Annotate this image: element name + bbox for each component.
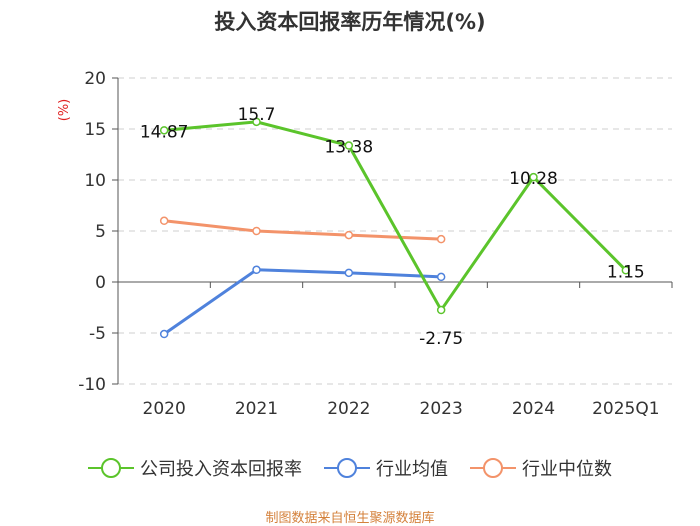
x-tick-label: 2022	[327, 399, 370, 419]
legend-item-1[interactable]: 行业均值	[324, 455, 448, 481]
series-line-1	[163, 268, 442, 336]
series-1-point	[436, 272, 446, 282]
series-2-point	[252, 226, 261, 236]
legend-swatch-icon	[324, 458, 370, 478]
legend-item-2[interactable]: 行业中位数	[470, 455, 612, 481]
series-line-2	[164, 219, 442, 241]
data-label: 1.15	[607, 262, 645, 282]
y-tick-label: -5	[89, 324, 106, 344]
x-tick-label: 2023	[420, 399, 463, 419]
series-1-point	[252, 265, 261, 275]
series-0-point	[529, 172, 538, 182]
legend-label: 行业均值	[376, 459, 448, 480]
data-label: 15.7	[238, 105, 276, 125]
series-0-point	[436, 305, 446, 315]
series-1-point	[159, 329, 169, 339]
x-tick-label: 2024	[512, 399, 555, 419]
legend: 公司投入资本回报率 行业均值 行业中位数	[0, 455, 700, 481]
series-line-0	[164, 120, 627, 312]
legend-label: 公司投入资本回报率	[140, 459, 302, 480]
y-tick-label: 20	[84, 69, 106, 89]
legend-swatch-icon	[88, 458, 134, 478]
y-tick-label: 5	[95, 222, 106, 242]
legend-label: 行业中位数	[522, 459, 612, 480]
y-tick-label: 10	[84, 171, 106, 191]
series-0-point	[159, 126, 169, 135]
data-label: -2.75	[419, 329, 463, 349]
x-tick-label: 2021	[235, 399, 278, 419]
data-label: 14.87	[140, 122, 189, 142]
series-2-point	[436, 234, 446, 244]
legend-swatch-icon	[470, 458, 516, 478]
series-0-point	[344, 141, 354, 150]
data-label: 10.28	[509, 169, 558, 189]
series-1-point	[344, 268, 354, 278]
data-label: 13.38	[324, 138, 373, 158]
x-tick-label: 2025Q1	[592, 399, 659, 419]
legend-item-0[interactable]: 公司投入资本回报率	[88, 455, 302, 481]
series-2-point	[159, 216, 169, 226]
y-tick-label: 0	[95, 273, 106, 293]
y-axis-unit-label: (%)	[57, 99, 72, 122]
y-tick-label: -10	[78, 375, 106, 395]
series-0-point	[252, 117, 261, 127]
source-note: 制图数据来自恒生聚源数据库	[265, 511, 435, 526]
series-0-point	[621, 266, 631, 275]
series-2-point	[344, 230, 354, 240]
chart-title: 投入资本回报率历年情况(%)	[214, 10, 486, 34]
y-tick-label: 15	[84, 120, 106, 140]
x-tick-label: 2020	[143, 399, 186, 419]
